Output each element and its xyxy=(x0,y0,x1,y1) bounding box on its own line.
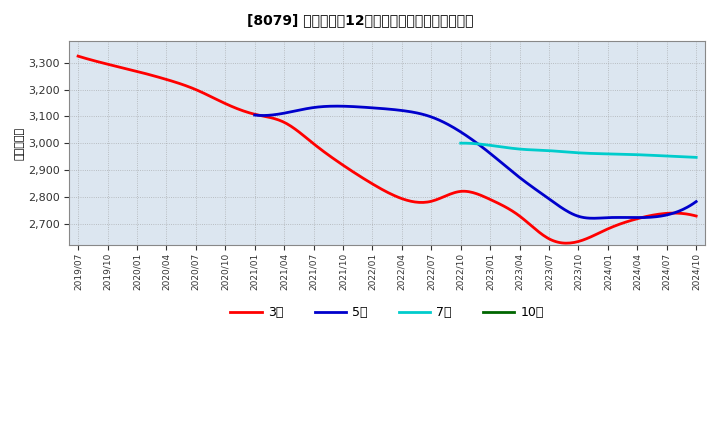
5年 xyxy=(522,180,531,185)
3年 xyxy=(597,229,606,235)
5年 xyxy=(654,214,662,219)
7年 xyxy=(692,155,701,160)
Line: 5年: 5年 xyxy=(255,106,696,218)
5年 xyxy=(588,216,597,221)
Text: [8079] 当期純利益12か月移動合計の平均値の推移: [8079] 当期純利益12か月移動合計の平均値の推移 xyxy=(247,13,473,27)
5年 xyxy=(513,173,522,179)
5年 xyxy=(626,215,634,220)
3年 xyxy=(692,213,701,219)
5年 xyxy=(692,199,701,204)
Line: 3年: 3年 xyxy=(78,56,696,243)
3年 xyxy=(73,54,82,59)
Legend: 3年, 5年, 7年, 10年: 3年, 5年, 7年, 10年 xyxy=(225,301,549,324)
5年 xyxy=(515,174,523,180)
7年 xyxy=(670,154,679,159)
5年 xyxy=(251,112,259,117)
3年 xyxy=(440,194,449,199)
7年 xyxy=(598,151,606,156)
3年 xyxy=(636,215,644,220)
3年 xyxy=(76,54,84,59)
3年 xyxy=(441,193,450,198)
Y-axis label: （百万円）: （百万円） xyxy=(15,127,25,160)
5年 xyxy=(252,113,261,118)
7年 xyxy=(457,140,466,146)
3年 xyxy=(452,190,461,195)
Line: 7年: 7年 xyxy=(461,143,696,158)
7年 xyxy=(597,151,606,156)
7年 xyxy=(656,153,665,158)
7年 xyxy=(456,140,465,146)
7年 xyxy=(459,140,467,146)
5年 xyxy=(333,103,342,109)
7年 xyxy=(601,151,610,157)
3年 xyxy=(562,241,570,246)
